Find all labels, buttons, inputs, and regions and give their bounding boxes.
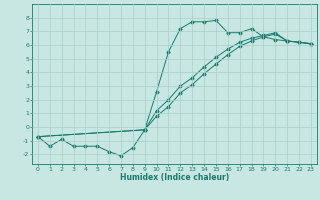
X-axis label: Humidex (Indice chaleur): Humidex (Indice chaleur) bbox=[120, 173, 229, 182]
